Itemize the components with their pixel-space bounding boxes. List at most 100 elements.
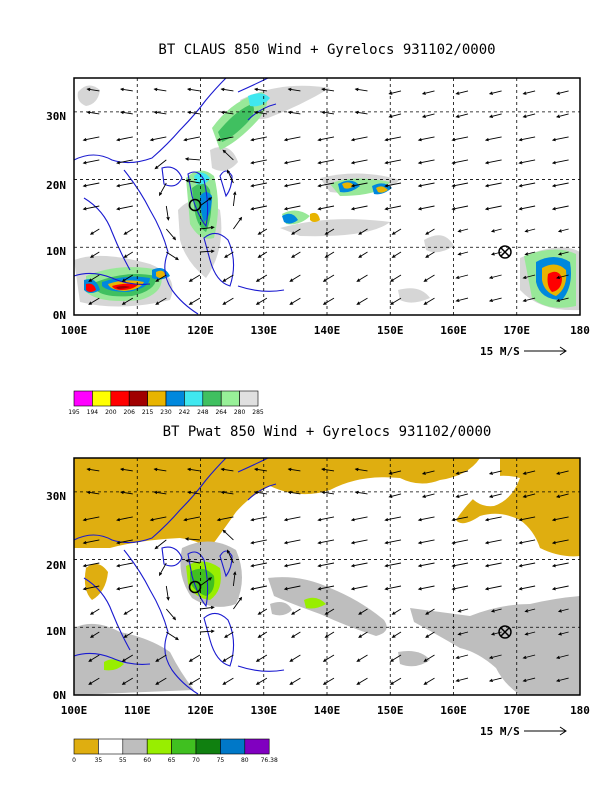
wind-vector (417, 205, 435, 211)
x-tick-label: 160E (440, 704, 467, 717)
wind-vector (354, 467, 368, 472)
wind-vector (522, 493, 536, 498)
wind-vector (186, 490, 200, 495)
wind-vector (86, 87, 100, 92)
wind-vector (551, 562, 569, 568)
wind-vector (384, 516, 402, 522)
wind-vector (455, 297, 469, 303)
wind-vector (457, 608, 469, 613)
gyre-circle-marker-2 (188, 580, 202, 594)
wind-vector (551, 539, 569, 545)
wind-vector (123, 228, 134, 235)
wind-vector (199, 197, 213, 207)
wind-vector (417, 182, 435, 188)
wind-vector (155, 677, 167, 685)
wind-vector (490, 251, 502, 256)
panel2-title: BT Pwat 850 Wind + Gyrelocs 931102/0000 (163, 424, 492, 440)
x-tick-label: 130E (251, 324, 278, 337)
wind-vector (557, 631, 569, 636)
wind-vector (121, 677, 134, 685)
colorbar-swatch (220, 390, 240, 407)
wind-vector (321, 490, 335, 495)
colorbar-swatch (73, 390, 93, 407)
wind-vector (350, 562, 368, 568)
wind-vector (291, 608, 301, 615)
x-tick-label: 130E (251, 704, 278, 717)
wind-vector (490, 631, 502, 636)
wind-vector (321, 110, 335, 115)
wind-vector (250, 516, 267, 522)
wind-vector (384, 562, 402, 568)
wind-vector (165, 608, 177, 621)
wind-vector (423, 654, 435, 662)
x-tick-label: 140E (314, 324, 341, 337)
wind-vector (388, 470, 402, 475)
wind-vector (116, 585, 133, 591)
colorbar-swatch (239, 390, 259, 407)
panel2-colorbar: 0 35 55 60 65 70 75 80 76.38 (72, 738, 278, 764)
wind-vector (232, 571, 237, 587)
wind-vector (120, 467, 133, 472)
wind-vector (350, 182, 368, 188)
wind-vector (82, 136, 100, 142)
wind-vector (484, 182, 502, 188)
x-tick-label: 110E (124, 704, 151, 717)
wind-vector (522, 654, 536, 660)
wind-vector (518, 159, 536, 165)
wind-vector (455, 654, 469, 660)
wind-vector (551, 516, 569, 522)
wind-vector (257, 228, 268, 235)
colorbar-label: 215 (142, 409, 154, 416)
colorbar-swatch (220, 738, 246, 755)
wind-vector (488, 90, 502, 95)
wind-vector (518, 539, 536, 545)
wind-vector (82, 182, 100, 188)
wind-vector (289, 274, 301, 282)
wind-vector (324, 631, 335, 638)
wind-vector (283, 539, 301, 545)
wind-vector (417, 585, 435, 591)
x-tick-label: 150E (377, 704, 404, 717)
wind-vector (155, 297, 167, 305)
x-tick-label: 160E (440, 324, 467, 337)
panel2-vector-scale: 15 M/S (480, 725, 567, 738)
wind-vector (451, 159, 469, 165)
wind-vector (551, 205, 569, 211)
wind-vector (186, 110, 200, 115)
wind-vector (389, 654, 402, 662)
wind-vector (153, 467, 167, 472)
wind-vector (283, 516, 301, 522)
x-tick-label: 140E (314, 704, 341, 717)
colorbar-label: 194 (87, 409, 99, 416)
wind-vector (317, 182, 335, 188)
wind-vector (484, 159, 502, 165)
wind-vector (255, 297, 268, 305)
wind-vector (89, 251, 100, 258)
wind-vector (455, 274, 469, 280)
wind-vector (356, 677, 368, 685)
wind-vector (199, 629, 215, 633)
wind-vector (216, 136, 234, 142)
wind-vector (356, 274, 368, 282)
wind-vector (86, 110, 100, 115)
colorbar-label: 70 (192, 757, 200, 764)
wind-vector (86, 467, 100, 472)
wind-vector (165, 228, 177, 241)
x-tick-label: 110E (124, 324, 151, 337)
wind-vector (155, 274, 167, 282)
wind-vector (289, 677, 301, 685)
wind-vector (324, 228, 335, 235)
wind-vector (155, 654, 167, 662)
wind-vector (391, 251, 402, 258)
panel2-x-tick-labels: 100E 110E 120E 130E 140E 150E 160E 170E 180 (61, 704, 590, 717)
panel1-title: BT CLAUS 850 Wind + Gyrelocs 931102/0000 (158, 42, 495, 58)
panel2-wind-vectors (82, 467, 569, 685)
wind-vector (123, 631, 134, 638)
wind-vector (522, 274, 536, 280)
wind-vector (518, 562, 536, 568)
wind-vector (557, 608, 569, 613)
wind-vector (186, 467, 200, 472)
wind-vector (522, 113, 536, 118)
wind-vector (350, 516, 368, 522)
wind-vector (522, 90, 536, 95)
